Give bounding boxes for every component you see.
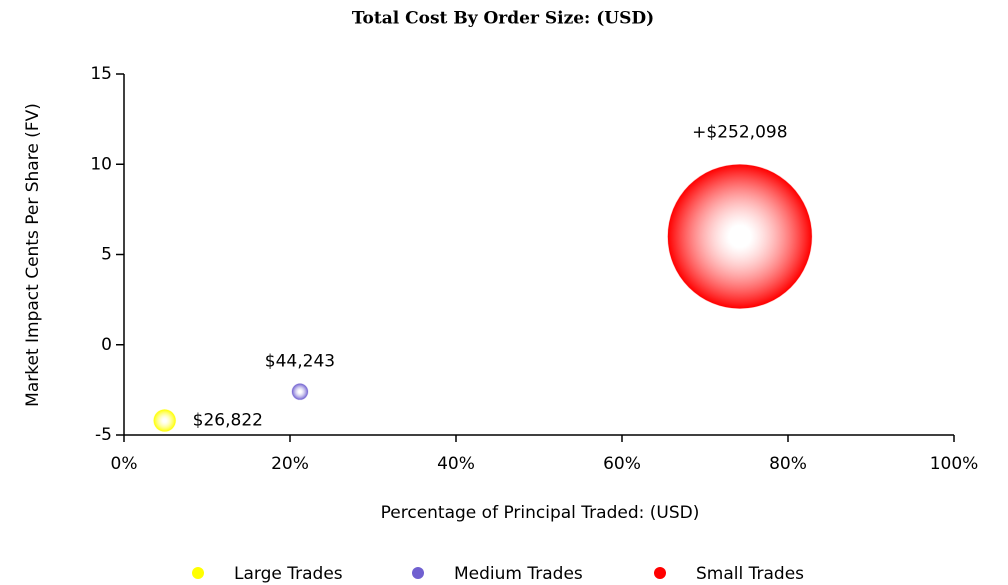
bubble (291, 383, 309, 401)
legend-marker (412, 567, 424, 579)
x-tick-label: 100% (930, 454, 979, 474)
x-axis-label: Percentage of Principal Traded: (USD) (381, 503, 700, 523)
x-tick-label: 60% (603, 454, 641, 474)
y-tick-label: 5 (101, 245, 112, 265)
chart-title: Total Cost By Order Size: (USD) (352, 9, 654, 29)
x-tick-label: 80% (769, 454, 807, 474)
y-tick-label: 10 (90, 154, 112, 174)
y-tick-label: -5 (95, 425, 112, 445)
data-label: +$252,098 (692, 122, 787, 142)
x-tick-label: 20% (271, 454, 309, 474)
legend-marker (654, 567, 666, 579)
legend-label: Small Trades (696, 564, 804, 584)
y-axis-label: Market Impact Cents Per Share (FV) (23, 103, 43, 407)
y-tick-label: 15 (90, 64, 112, 84)
x-tick-label: 0% (111, 454, 138, 474)
bubble (667, 163, 813, 309)
legend-label: Large Trades (234, 564, 343, 584)
x-tick-label: 40% (437, 454, 475, 474)
y-tick-label: 0 (101, 335, 112, 355)
data-label: $44,243 (265, 352, 335, 372)
bubble (153, 409, 177, 433)
legend-marker (192, 567, 204, 579)
legend-label: Medium Trades (454, 564, 583, 584)
data-label: $26,822 (193, 411, 263, 431)
